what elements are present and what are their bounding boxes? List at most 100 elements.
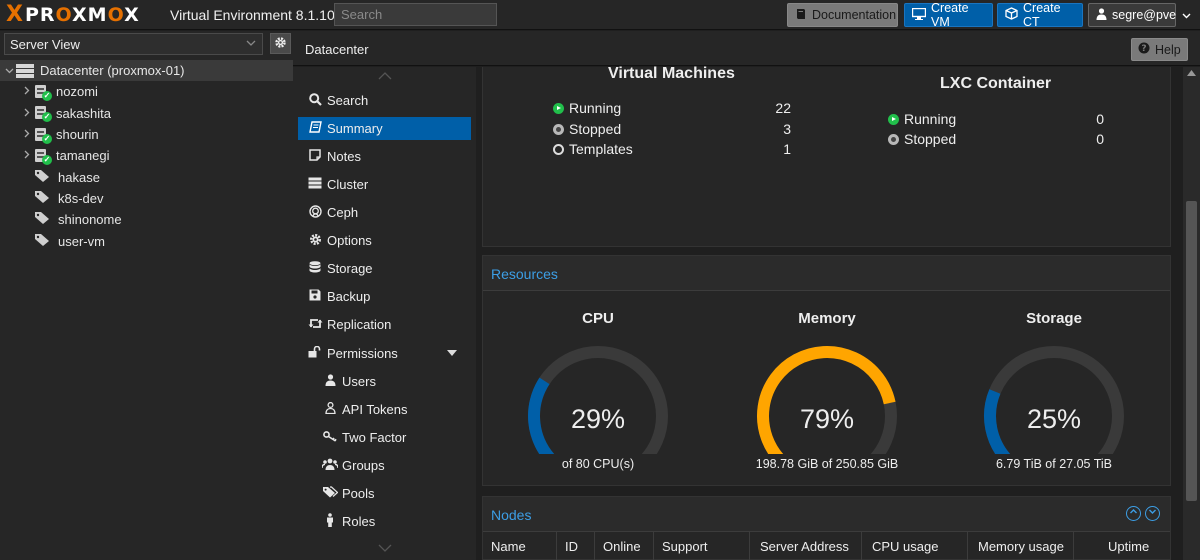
nav-item-summary[interactable]: Summary	[298, 117, 471, 140]
tree-item-label: nozomi	[56, 84, 98, 100]
user-menu-button[interactable]: segre@pve	[1088, 3, 1191, 27]
expand-icon[interactable]	[1145, 506, 1160, 521]
column-header-support[interactable]: Support	[654, 532, 750, 560]
summary-content: Virtual Machines Running 22 Stopped 3 Te…	[476, 65, 1183, 560]
gauge-fill	[757, 346, 896, 454]
create-vm-button[interactable]: Create VM	[904, 1, 993, 29]
tree-item-tag[interactable]: k8s-dev	[0, 188, 293, 209]
column-header-uptime[interactable]: Uptime	[1108, 539, 1150, 554]
column-header-cpu-usage[interactable]: CPU usage	[862, 532, 968, 560]
nav-item-label: Backup	[327, 289, 371, 304]
tree-item-tag[interactable]: user-vm	[0, 230, 293, 251]
server-online-icon: ✓	[34, 84, 52, 101]
lxc-running-row: Running	[888, 111, 956, 127]
lxc-stopped-label: Stopped	[904, 131, 957, 147]
nav-item-groups[interactable]: Groups	[298, 454, 471, 477]
tree-item-node[interactable]: ✓ tamanegi	[0, 145, 293, 166]
vm-templates-count: 1	[783, 141, 791, 157]
nav-item-backup[interactable]: Backup	[298, 285, 471, 308]
scroll-down-icon[interactable]	[378, 541, 392, 555]
users-icon	[320, 458, 340, 473]
proxmox-logo[interactable]: X PROXMOX	[6, 4, 140, 27]
tree-item-tag[interactable]: shinonome	[0, 209, 293, 230]
column-header-name[interactable]: Name	[483, 532, 557, 560]
gauge-title: Memory	[798, 310, 856, 327]
chevron-right-icon[interactable]	[22, 86, 32, 97]
nav-item-search[interactable]: Search	[298, 89, 471, 112]
scroll-up-icon[interactable]	[378, 69, 392, 83]
column-header-online[interactable]: Online	[595, 532, 654, 560]
user-icon	[320, 374, 340, 389]
chevron-right-icon[interactable]	[22, 150, 32, 161]
vm-stopped-row: Stopped	[553, 121, 621, 137]
chevron-right-icon[interactable]	[22, 129, 32, 140]
gauge-fill	[528, 377, 555, 454]
cpu-gauge: CPU 29% of 80 CPU(s)	[483, 292, 713, 487]
gauge-title: Storage	[1026, 310, 1082, 327]
create-ct-button[interactable]: Create CT	[997, 1, 1083, 29]
nav-item-two-factor[interactable]: Two Factor	[298, 426, 471, 449]
gear-icon	[305, 233, 325, 249]
nav-item-storage[interactable]: Storage	[298, 257, 471, 280]
chevron-down-icon	[1182, 8, 1191, 22]
tree-item-label: hakase	[58, 169, 100, 185]
column-header-server-address[interactable]: Server Address	[750, 532, 862, 560]
chevron-right-icon[interactable]	[22, 108, 32, 119]
nav-item-options[interactable]: Options	[298, 229, 471, 252]
server-online-icon: ✓	[34, 106, 52, 123]
book-icon	[305, 121, 325, 136]
nav-item-notes[interactable]: Notes	[298, 145, 471, 168]
scrollbar-thumb[interactable]	[1186, 201, 1197, 501]
tree-settings-button[interactable]	[270, 33, 291, 54]
nav-item-label: Storage	[327, 261, 373, 276]
gauge-arc	[984, 345, 1124, 454]
nodes-panel: Nodes Name ID Online Support Server Addr…	[482, 496, 1171, 560]
gauge-track	[528, 345, 668, 454]
tree-item-node[interactable]: ✓ shourin	[0, 124, 293, 145]
chevron-down-icon[interactable]	[4, 66, 14, 76]
retweet-icon	[305, 317, 325, 332]
floppy-icon	[305, 289, 325, 304]
tree-item-node[interactable]: ✓ sakashita	[0, 103, 293, 124]
caret-down-icon[interactable]	[447, 348, 457, 359]
search-input[interactable]	[334, 3, 497, 26]
tree-item-datacenter[interactable]: Datacenter (proxmox-01)	[0, 60, 293, 82]
content-scrollbar[interactable]	[1183, 67, 1200, 560]
tree-item-node[interactable]: ✓ nozomi	[0, 81, 293, 102]
lxc-running-count: 0	[1096, 111, 1104, 127]
nav-item-ceph[interactable]: Ceph	[298, 201, 471, 224]
documentation-button[interactable]: Documentation	[787, 3, 898, 27]
vm-running-label: Running	[569, 100, 622, 116]
svg-text:?: ?	[1141, 44, 1146, 54]
nav-item-cluster[interactable]: Cluster	[298, 173, 471, 196]
gauge-track	[984, 345, 1124, 454]
column-header-id[interactable]: ID	[557, 532, 595, 560]
memory-gauge: Memory 79% 198.78 GiB of 250.85 GiB	[712, 292, 942, 487]
nav-item-roles[interactable]: Roles	[298, 510, 471, 533]
vm-running-row: Running	[553, 100, 621, 116]
help-button[interactable]: ? Help	[1131, 38, 1188, 61]
notes-icon	[305, 149, 325, 164]
running-icon	[553, 102, 564, 114]
nav-item-permissions[interactable]: Permissions	[298, 342, 471, 365]
gauge-percent: 25%	[1026, 404, 1082, 434]
nodes-tools	[1126, 506, 1160, 521]
stopped-icon	[553, 123, 564, 135]
vm-stopped-count: 3	[783, 121, 791, 137]
collapse-icon[interactable]	[1126, 506, 1141, 521]
nodes-table-header: Name ID Online Support Server Address CP…	[483, 532, 1172, 560]
nav-item-replication[interactable]: Replication	[298, 313, 471, 336]
nav-item-api-tokens[interactable]: API Tokens	[298, 398, 471, 421]
create-ct-label: Create CT	[1023, 1, 1061, 29]
vm-templates-label: Templates	[569, 141, 633, 157]
nav-item-users[interactable]: Users	[298, 370, 471, 393]
cube-icon	[1005, 7, 1018, 23]
nav-item-pools[interactable]: Pools	[298, 482, 471, 505]
tree-item-tag[interactable]: hakase	[0, 166, 293, 187]
scroll-up-arrow-icon[interactable]	[1183, 69, 1200, 78]
view-selector[interactable]: Server View	[4, 33, 263, 55]
column-header-memory-usage[interactable]: Memory usage	[968, 532, 1074, 560]
server-online-icon: ✓	[34, 127, 52, 144]
nav-item-label: Summary	[327, 121, 383, 136]
template-icon	[553, 143, 564, 155]
